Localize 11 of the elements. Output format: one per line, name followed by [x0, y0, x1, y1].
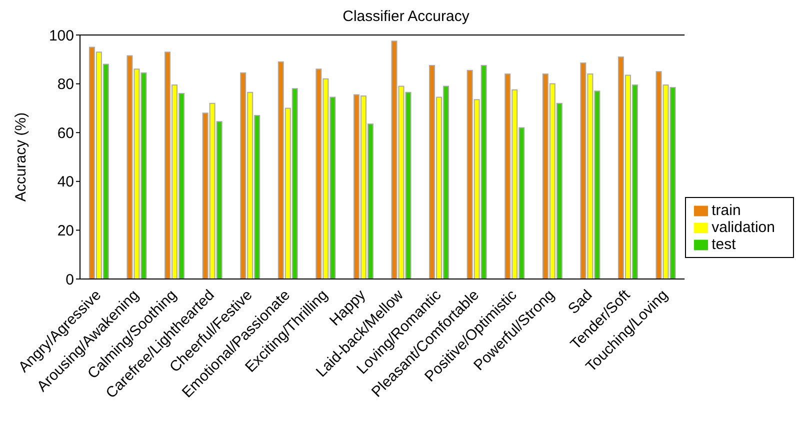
y-tick-label: 0: [66, 271, 74, 288]
y-tick-label: 40: [57, 174, 74, 191]
legend-label: validation: [712, 219, 775, 236]
legend-label: test: [712, 236, 736, 253]
y-tick-label: 80: [57, 76, 74, 94]
y-tick-label: 100: [48, 27, 74, 44]
y-axis-title: Accuracy (%): [12, 112, 30, 202]
y-tick-label: 20: [57, 222, 74, 240]
legend-label: train: [712, 202, 741, 219]
chart-title: Classifier Accuracy: [342, 8, 470, 26]
y-tick-label: 60: [57, 124, 74, 142]
